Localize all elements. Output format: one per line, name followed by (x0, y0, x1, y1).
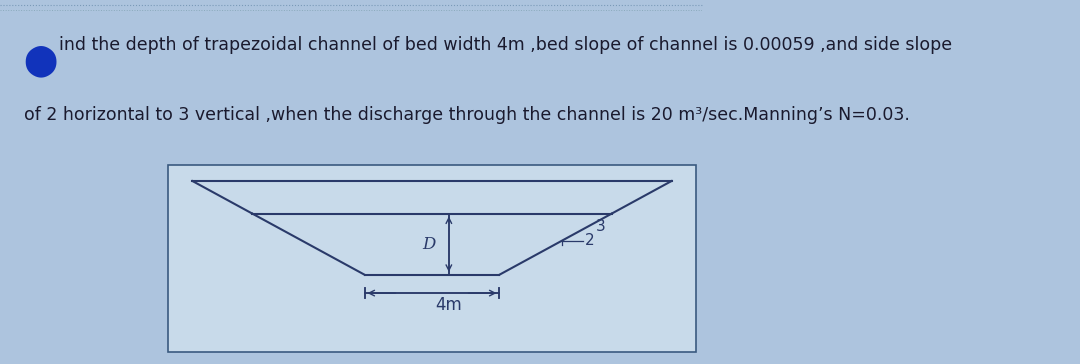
Text: of 2 horizontal to 3 vertical ,when the discharge through the channel is 20 m³/s: of 2 horizontal to 3 vertical ,when the … (24, 106, 909, 124)
Text: ⬤: ⬤ (24, 46, 58, 78)
Text: D: D (422, 236, 436, 253)
Text: 4m: 4m (435, 296, 462, 313)
Text: 2: 2 (584, 233, 594, 248)
Text: 3: 3 (595, 219, 606, 234)
Text: ind the depth of trapezoidal channel of bed width 4m ,bed slope of channel is 0.: ind the depth of trapezoidal channel of … (59, 36, 953, 54)
